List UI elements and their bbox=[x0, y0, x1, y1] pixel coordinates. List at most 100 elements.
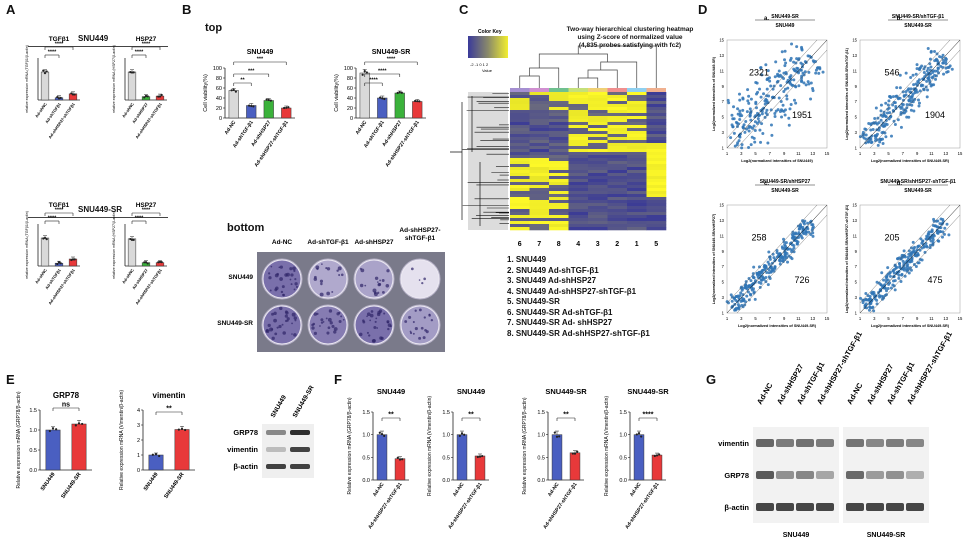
data-point bbox=[873, 116, 877, 120]
data-point bbox=[802, 232, 806, 236]
up-count: 258 bbox=[751, 233, 766, 243]
data-point bbox=[884, 135, 888, 139]
blot-band bbox=[796, 439, 814, 447]
data-point bbox=[877, 126, 881, 130]
data-point bbox=[942, 72, 946, 76]
data-point bbox=[916, 261, 920, 265]
heatmap-cell bbox=[646, 176, 667, 180]
scatter-numerator: SNU449-SR bbox=[771, 14, 799, 20]
heatmap-cell bbox=[568, 194, 589, 198]
data-point bbox=[909, 108, 913, 112]
heatmap-cell bbox=[568, 116, 589, 120]
y-tick-label: 1.5 bbox=[29, 408, 37, 414]
heatmap-cell bbox=[549, 206, 569, 210]
data-point bbox=[807, 230, 811, 234]
colony bbox=[358, 332, 363, 337]
heatmap-cell bbox=[607, 131, 628, 135]
panel-d-scatter-plots: a. SNU449-SRSNU4491133557799111113131515L… bbox=[712, 14, 963, 328]
heatmap-cell bbox=[646, 167, 667, 171]
data-point bbox=[804, 230, 808, 234]
y-tick-label: 1.5 bbox=[442, 410, 450, 416]
colony bbox=[412, 320, 415, 324]
data-point bbox=[815, 66, 819, 70]
panel-label-c: C bbox=[459, 2, 469, 17]
data-point bbox=[756, 90, 760, 94]
heatmap-cell bbox=[510, 176, 530, 180]
data-point bbox=[757, 265, 761, 269]
heatmap-cell bbox=[549, 113, 569, 117]
data-point bbox=[752, 124, 756, 128]
heatmap-cell bbox=[588, 98, 608, 102]
y-tick-label: 11 bbox=[853, 68, 858, 73]
heatmap-cell bbox=[549, 122, 569, 126]
blot-band bbox=[866, 439, 884, 447]
data-point bbox=[180, 427, 184, 430]
scatter-letter: b. bbox=[897, 16, 903, 22]
heatmap-cell bbox=[510, 122, 530, 126]
significance-label: **** bbox=[142, 42, 151, 48]
data-point bbox=[768, 79, 772, 83]
data-point bbox=[870, 292, 874, 296]
panel-a-title-snu449: SNU449 bbox=[78, 34, 109, 43]
heatmap-cell bbox=[627, 113, 647, 117]
data-point bbox=[726, 98, 730, 102]
heatmap-cell bbox=[568, 164, 589, 168]
data-point bbox=[772, 96, 776, 100]
data-point bbox=[418, 100, 421, 103]
heatmap-cell bbox=[529, 92, 550, 96]
blot-band bbox=[756, 471, 774, 479]
heatmap-cell bbox=[510, 92, 530, 96]
data-point bbox=[947, 233, 951, 237]
data-point bbox=[913, 245, 917, 249]
heatmap-cell bbox=[529, 155, 550, 159]
data-point bbox=[871, 127, 875, 131]
y-tick-label: 0.5 bbox=[29, 448, 37, 454]
heatmap-cell bbox=[529, 215, 550, 219]
heatmap-cell bbox=[627, 221, 647, 225]
data-point bbox=[899, 279, 903, 283]
data-point bbox=[901, 259, 905, 263]
heatmap-cell bbox=[646, 158, 667, 162]
colony bbox=[331, 324, 335, 328]
x-tick-label: 13 bbox=[943, 316, 948, 321]
data-point bbox=[734, 295, 738, 299]
blot-band bbox=[776, 439, 794, 447]
heatmap-cell bbox=[627, 101, 647, 105]
colony bbox=[320, 282, 323, 286]
heatmap-cell bbox=[607, 152, 628, 156]
heatmap-cell bbox=[627, 200, 647, 204]
heatmap-cell bbox=[529, 203, 550, 207]
data-point bbox=[777, 74, 781, 78]
y-tick-label: 0.0 bbox=[619, 478, 627, 484]
heatmap-cell bbox=[549, 92, 569, 96]
data-point bbox=[230, 89, 233, 92]
data-point bbox=[744, 119, 748, 123]
y-axis-label: relative expression mRNA (TGFβ1/β-actin) bbox=[25, 45, 29, 113]
legend-item: 4. SNU449 Ad-shHSP27-shTGF-β1 bbox=[507, 286, 637, 296]
x-tick-label: 15 bbox=[825, 316, 830, 321]
data-point bbox=[751, 276, 755, 280]
heatmap-cell bbox=[549, 128, 569, 132]
heatmap-cell bbox=[529, 227, 550, 231]
heatmap-cell bbox=[568, 113, 589, 117]
data-point bbox=[741, 96, 745, 100]
data-point bbox=[786, 260, 790, 264]
data-point bbox=[248, 104, 251, 107]
data-point bbox=[806, 80, 810, 84]
heatmap-cell bbox=[568, 215, 589, 219]
y-tick-label: 1 bbox=[855, 311, 858, 316]
y-tick-label: 9 bbox=[722, 84, 725, 89]
data-point bbox=[896, 118, 900, 122]
data-point bbox=[788, 242, 792, 246]
data-point bbox=[752, 265, 756, 269]
data-point bbox=[898, 86, 902, 90]
y-tick-label: 5 bbox=[855, 115, 858, 120]
data-point bbox=[925, 79, 929, 83]
data-point bbox=[899, 125, 903, 129]
heatmap-cell bbox=[588, 113, 608, 117]
data-point bbox=[730, 299, 734, 303]
y-tick-label: 9 bbox=[855, 249, 858, 254]
heatmap-cell bbox=[529, 110, 550, 114]
y-axis-label: Cell viability(%) bbox=[203, 74, 209, 112]
